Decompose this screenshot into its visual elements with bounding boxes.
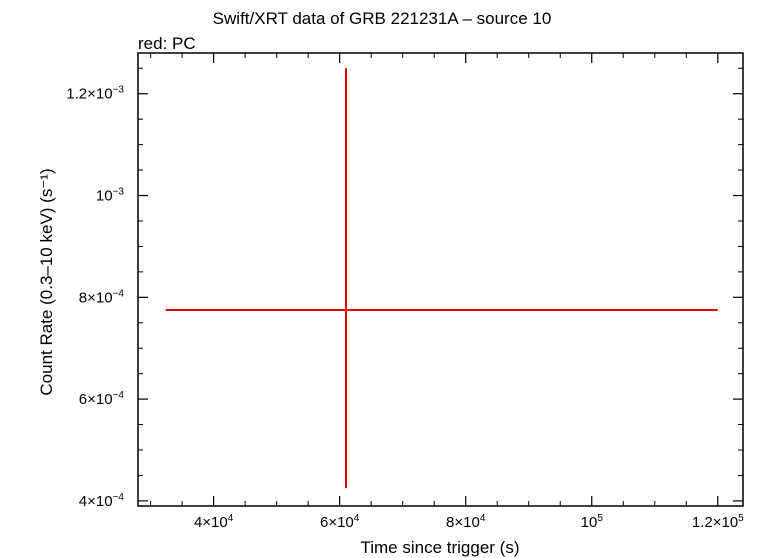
x-tick-label: 8×104 xyxy=(446,513,486,531)
x-axis-label: Time since trigger (s) xyxy=(360,538,519,557)
x-tick-label: 105 xyxy=(581,513,604,531)
y-tick-label: 4×10−4 xyxy=(79,492,125,510)
y-tick-label: 6×10−4 xyxy=(79,390,125,408)
x-tick-label: 4×104 xyxy=(194,513,234,531)
y-axis-label: Count Rate (0.3–10 keV) (s⁻¹) xyxy=(37,168,56,395)
y-tick-labels: 4×10−4 6×10−4 8×10−4 10−3 1.2×10−3 xyxy=(66,85,124,510)
y-tick-label: 8×10−4 xyxy=(79,288,125,306)
y-tick-label: 1.2×10−3 xyxy=(66,85,124,103)
x-tick-labels: 4×104 6×104 8×104 105 1.2×105 xyxy=(194,513,744,531)
chart-title: Swift/XRT data of GRB 221231A – source 1… xyxy=(212,9,552,28)
x-tick-label: 6×104 xyxy=(320,513,360,531)
x-tick-label: 1.2×105 xyxy=(692,513,744,531)
axis-ticks xyxy=(138,53,743,506)
plot-frame xyxy=(137,52,744,507)
chart-subtitle: red: PC xyxy=(138,34,196,53)
data-marks xyxy=(165,68,718,489)
y-tick-label: 10−3 xyxy=(96,187,125,205)
